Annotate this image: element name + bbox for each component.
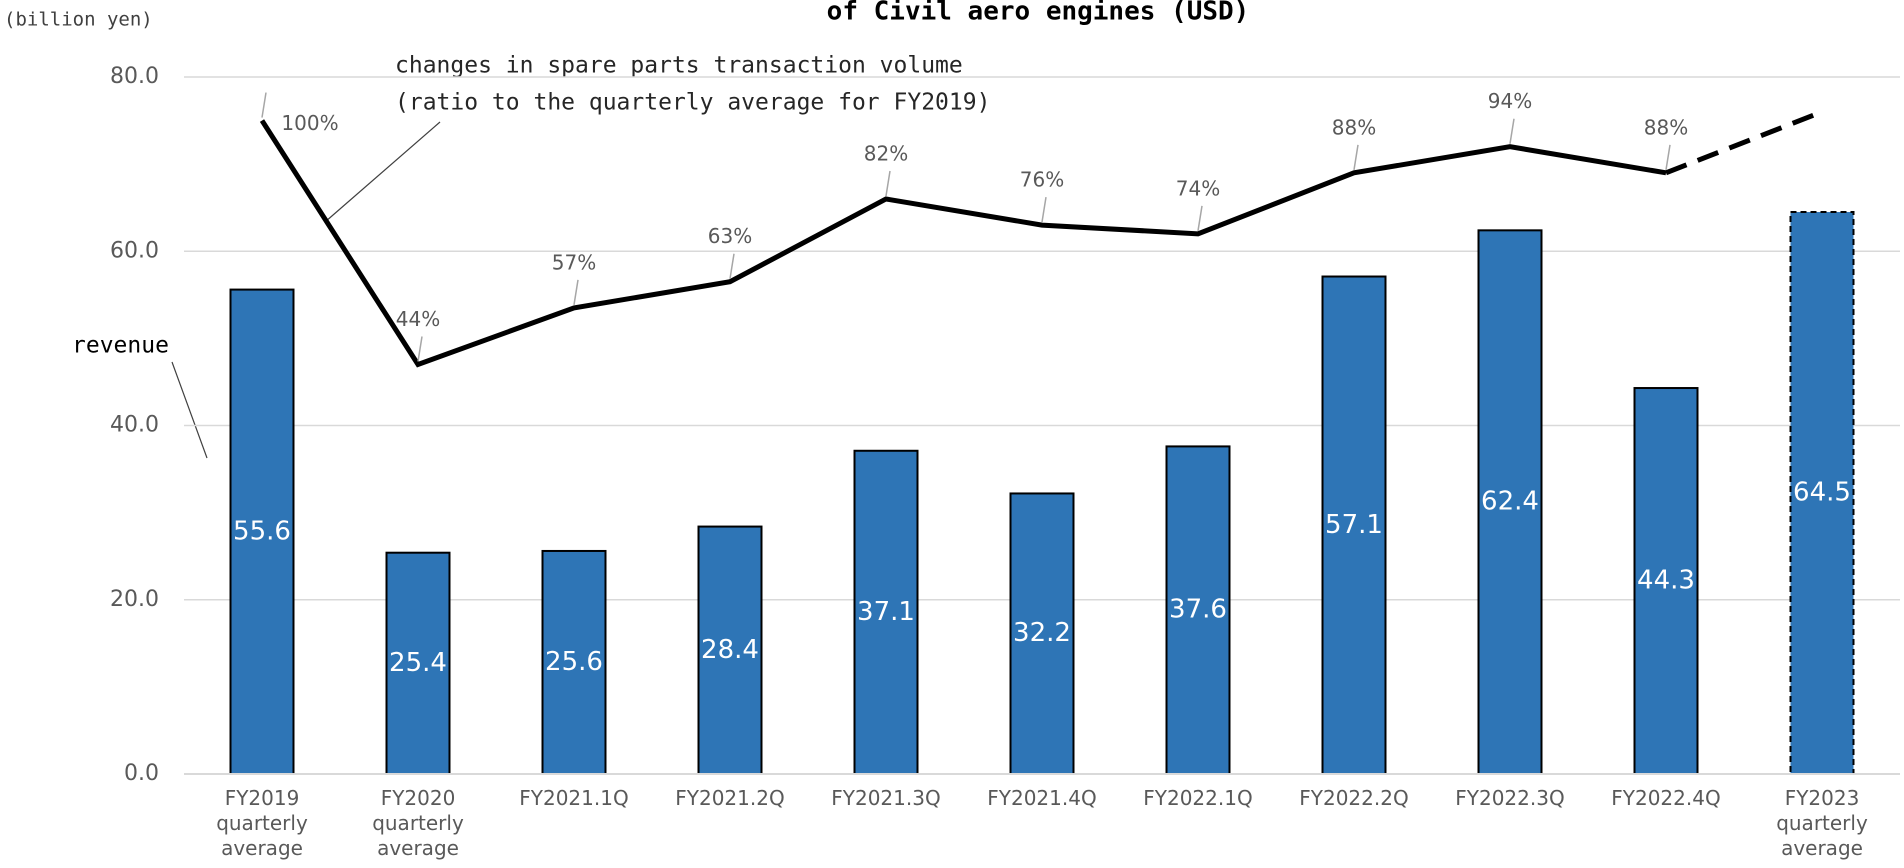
x-tick-label: FY2021.4Q [987,786,1097,810]
bar [1789,211,1855,775]
bar [229,288,295,775]
label-leader [417,336,423,362]
x-tick-label: FY2022.2Q [1299,786,1409,810]
bar-value-label: 28.4 [701,635,759,665]
line-value-label: 63% [708,224,752,248]
bar [1633,387,1699,775]
y-tick-label: 0.0 [124,761,159,786]
bar [541,549,607,776]
bar [1165,445,1231,775]
annotation: (ratio to the quarterly average for FY20… [395,90,990,116]
label-leader [729,253,735,279]
bar-value-label: 32.2 [1013,618,1071,648]
x-tick-label: FY2021.3Q [831,786,941,810]
line-value-label: 57% [552,250,596,274]
x-tick-label: FY2019 quarterly average [216,786,308,860]
bar [697,525,763,775]
line-value-label: 44% [396,307,440,331]
label-leader [261,92,267,118]
bar [1477,229,1543,775]
line-value-label: 94% [1488,89,1532,113]
bar [1009,492,1075,775]
line-forecast [1665,109,1823,176]
line-value-label: 82% [864,141,908,165]
annotation: revenue [72,333,169,359]
label-leader [885,170,891,197]
label-leader [1353,144,1359,170]
y-tick-label: 40.0 [110,413,159,438]
line-value-label: 88% [1644,115,1688,139]
bar-value-label: 25.4 [389,648,447,678]
bar-value-label: 55.6 [233,516,291,546]
x-tick-label: FY2022.1Q [1143,786,1253,810]
annotation: changes in spare parts transaction volum… [395,53,963,79]
chart-title: of Civil aero engines (USD) [827,0,1250,27]
line-value-label: 74% [1176,176,1220,200]
y-tick-label: 60.0 [110,238,159,263]
x-tick-label: FY2021.2Q [675,786,785,810]
bar-value-label: 64.5 [1793,478,1851,508]
x-tick-label: FY2021.1Q [519,786,629,810]
bar [1321,275,1387,775]
leader-line [324,121,441,223]
unit-label: (billion yen) [4,9,153,31]
label-leader [573,279,579,305]
line-value-label: 88% [1332,115,1376,139]
line-value-label: 100% [281,111,338,135]
x-tick-label: FY2023 quarterly average [1776,786,1868,860]
label-leader [1197,205,1203,231]
bar-value-label: 44.3 [1637,566,1695,596]
leader-line [171,361,208,459]
label-leader [1041,196,1047,223]
y-tick-label: 20.0 [110,587,159,612]
line-value-label: 76% [1020,168,1064,192]
bar [853,449,919,775]
bar-value-label: 37.1 [857,597,915,627]
y-tick-label: 80.0 [110,64,159,89]
x-tick-label: FY2022.4Q [1611,786,1721,810]
label-leader [1509,118,1515,144]
label-leader [1665,144,1671,170]
line [259,119,1667,368]
bar-value-label: 57.1 [1325,510,1383,540]
x-tick-label: FY2020 quarterly average [372,786,464,860]
x-tick-label: FY2022.3Q [1455,786,1565,810]
bar-value-label: 37.6 [1169,595,1227,625]
bar-value-label: 62.4 [1481,487,1539,517]
bar-value-label: 25.6 [545,647,603,677]
